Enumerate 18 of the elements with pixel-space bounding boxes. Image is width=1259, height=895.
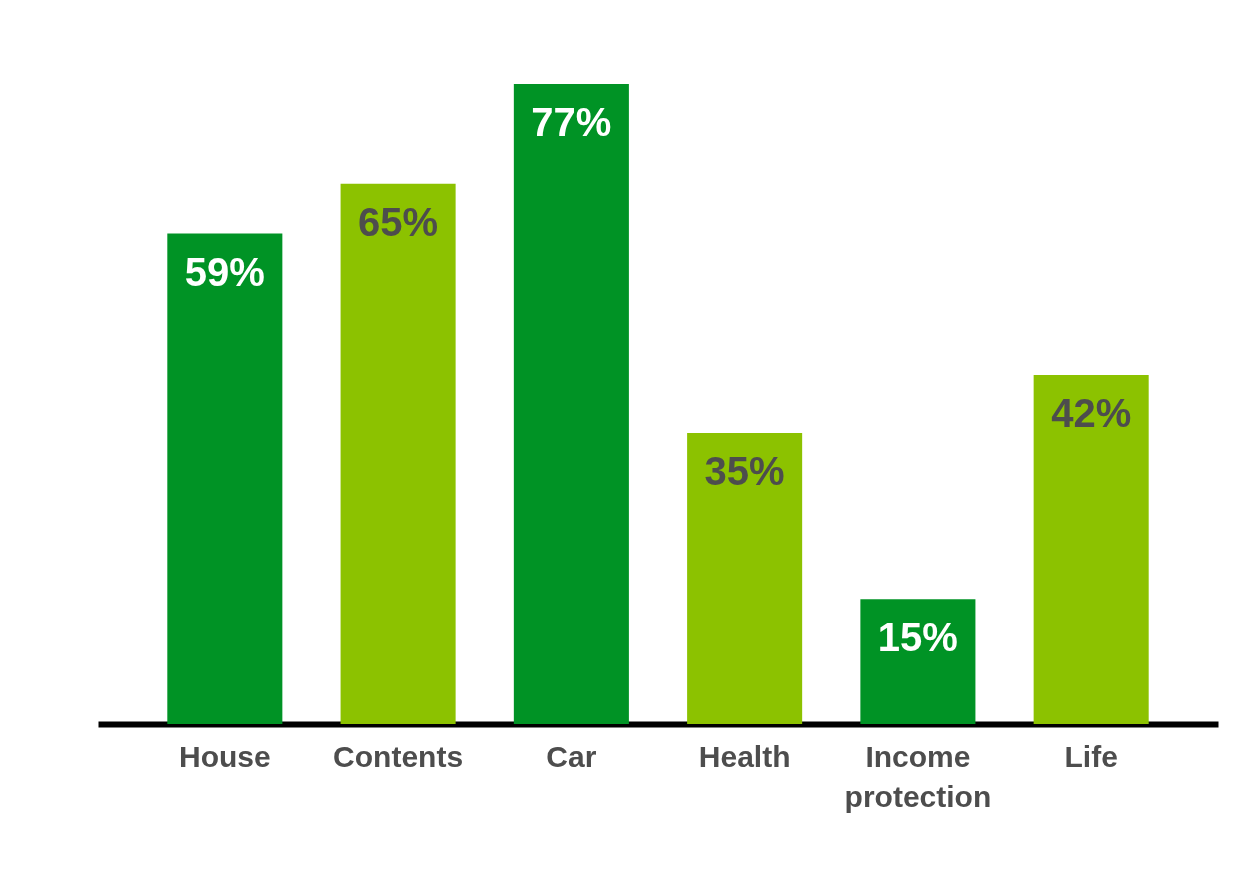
data-label: 35%: [704, 449, 785, 494]
data-label: 42%: [1051, 390, 1132, 435]
bar: [860, 599, 976, 724]
x-tick-label: Health: [698, 739, 791, 773]
data-label: 15%: [877, 615, 958, 660]
x-tick-label: Life: [1064, 739, 1118, 773]
bar: [340, 183, 456, 724]
x-tick-label: Income protection: [844, 739, 992, 813]
bar: [1033, 374, 1149, 724]
bar: [167, 233, 283, 724]
x-tick-label: House: [178, 739, 271, 773]
data-label: 77%: [531, 100, 612, 144]
data-label: 59%: [184, 249, 265, 294]
x-tick-label: Contents: [333, 739, 464, 773]
x-tick-label: Car: [546, 739, 597, 773]
bar: [513, 84, 629, 724]
data-label: 65%: [358, 199, 439, 244]
bar: [687, 433, 803, 724]
